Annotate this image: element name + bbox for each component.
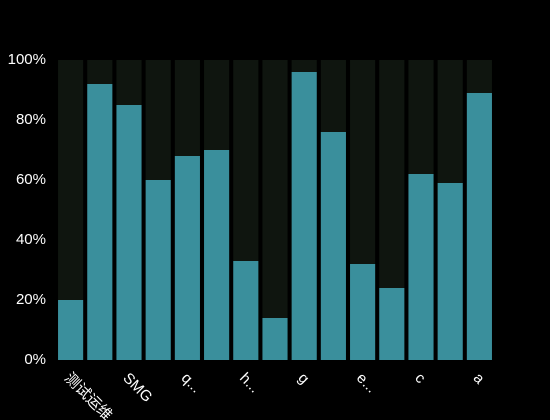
bar bbox=[145, 180, 171, 360]
bar-track bbox=[262, 60, 288, 360]
bar bbox=[379, 288, 405, 360]
y-tick-label: 40% bbox=[16, 231, 46, 248]
x-tick-label: c bbox=[411, 370, 429, 388]
y-tick-label: 0% bbox=[24, 351, 46, 368]
y-tick-label: 100% bbox=[8, 51, 46, 68]
x-tick-label: h... bbox=[236, 370, 263, 397]
x-tick-label: g bbox=[295, 370, 313, 388]
y-tick-label: 20% bbox=[16, 291, 46, 308]
bar bbox=[58, 300, 84, 360]
bar bbox=[233, 261, 259, 360]
bar bbox=[350, 264, 376, 360]
x-tick-label: e... bbox=[353, 370, 380, 397]
bar bbox=[262, 318, 288, 360]
bar bbox=[204, 150, 230, 360]
y-tick-label: 60% bbox=[16, 171, 46, 188]
bar bbox=[437, 183, 463, 360]
x-tick-label: 测试运维 bbox=[61, 370, 115, 420]
y-tick-label: 80% bbox=[16, 111, 46, 128]
bar bbox=[291, 72, 317, 360]
bar bbox=[116, 105, 142, 360]
bar bbox=[87, 84, 113, 360]
bar bbox=[466, 93, 492, 360]
bar bbox=[174, 156, 200, 360]
x-tick-label: q... bbox=[178, 370, 205, 397]
bar bbox=[408, 174, 434, 360]
bar bbox=[320, 132, 346, 360]
x-tick-label: SMG bbox=[119, 370, 155, 406]
x-tick-label: a bbox=[470, 370, 488, 388]
